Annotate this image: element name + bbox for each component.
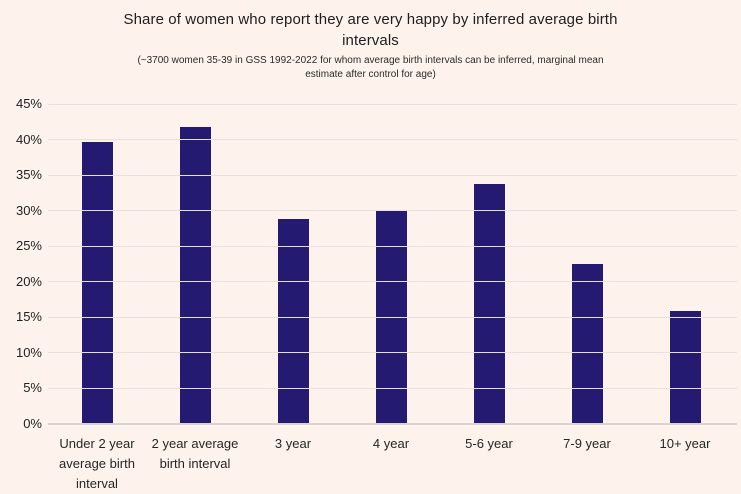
gridline bbox=[48, 103, 737, 105]
category-label: 5-6 year bbox=[465, 436, 513, 451]
bar-column: 5-6 year bbox=[440, 104, 538, 451]
bar-column: 7-9 year bbox=[538, 104, 636, 451]
y-tick-label: 45% bbox=[15, 96, 42, 111]
bar bbox=[571, 264, 603, 424]
y-tick-label: 15% bbox=[15, 309, 42, 325]
category-label: 10+ year bbox=[659, 436, 711, 451]
category-label: Under 2 year average birth interval bbox=[59, 436, 135, 491]
bar bbox=[473, 183, 505, 424]
y-tick-label: 20% bbox=[15, 273, 42, 289]
gridline bbox=[48, 174, 737, 176]
bar bbox=[81, 141, 113, 424]
bar bbox=[179, 127, 211, 424]
y-tick-label: 10% bbox=[15, 344, 42, 360]
y-tick-label: 40% bbox=[15, 131, 42, 147]
bar bbox=[277, 218, 309, 424]
x-axis-baseline bbox=[48, 423, 737, 425]
bar-column: 10+ year bbox=[636, 104, 734, 451]
category-label: 4 year bbox=[372, 436, 410, 451]
bar-column: 3 year bbox=[244, 104, 342, 451]
bar-column: 2 year average birth interval bbox=[146, 104, 244, 471]
category-label: 2 year average birth interval bbox=[151, 436, 239, 471]
gridline bbox=[48, 387, 737, 389]
category-label: 7-9 year bbox=[563, 436, 611, 451]
chart-subtitle: (~3700 women 35-39 in GSS 1992-2022 for … bbox=[137, 55, 604, 80]
gridline bbox=[48, 139, 737, 141]
gridline bbox=[48, 316, 737, 318]
bar-column: 4 year bbox=[342, 104, 440, 451]
y-tick-label: 30% bbox=[15, 202, 42, 218]
category-label: 3 year bbox=[274, 436, 312, 451]
chart-title: Share of women who report they are very … bbox=[123, 11, 618, 49]
y-tick-label: 0% bbox=[23, 416, 42, 431]
bar-columns: Under 2 year average birth interval 2 yea… bbox=[48, 104, 734, 491]
gridline bbox=[48, 281, 737, 283]
gridline bbox=[48, 245, 737, 247]
bar-column: Under 2 year average birth interval bbox=[48, 104, 146, 491]
bar bbox=[669, 310, 701, 424]
y-tick-label: 35% bbox=[15, 167, 42, 183]
y-tick-label: 5% bbox=[23, 380, 42, 396]
plot-area: Under 2 year average birth interval 2 yea… bbox=[16, 96, 737, 491]
y-tick-label: 25% bbox=[15, 238, 42, 254]
gridline bbox=[48, 352, 737, 354]
gridline bbox=[48, 210, 737, 212]
